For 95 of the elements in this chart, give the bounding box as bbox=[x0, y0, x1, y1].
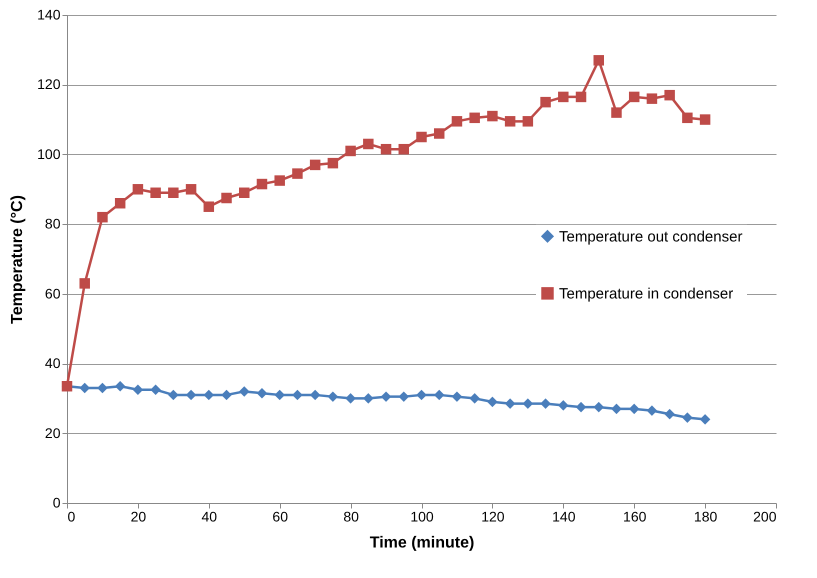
point bbox=[452, 116, 462, 127]
point bbox=[239, 188, 250, 198]
point bbox=[628, 92, 640, 102]
point bbox=[398, 144, 410, 154]
point bbox=[310, 390, 320, 400]
point bbox=[186, 184, 196, 195]
point bbox=[79, 278, 90, 289]
point bbox=[150, 384, 161, 395]
point bbox=[97, 212, 108, 222]
point bbox=[434, 128, 444, 139]
point bbox=[469, 112, 480, 124]
legend-label: Temperature out condenser bbox=[559, 228, 742, 246]
point bbox=[168, 188, 179, 198]
point bbox=[310, 160, 320, 170]
point bbox=[487, 110, 498, 122]
x-axis-title: Time (minute) bbox=[370, 534, 474, 552]
y-tick-label: 80 bbox=[44, 216, 61, 232]
point bbox=[114, 198, 126, 208]
point bbox=[682, 412, 693, 423]
y-tick-label: 100 bbox=[37, 146, 61, 162]
point bbox=[345, 146, 356, 156]
point bbox=[646, 405, 658, 416]
x-tick-label: 100 bbox=[410, 508, 434, 524]
x-tick-label: 20 bbox=[130, 508, 146, 524]
point bbox=[132, 184, 144, 195]
point bbox=[274, 175, 285, 186]
point bbox=[611, 404, 622, 414]
point bbox=[114, 380, 126, 392]
x-tick-label: 160 bbox=[623, 508, 647, 524]
x-tick-label: 140 bbox=[552, 508, 576, 524]
point bbox=[204, 390, 214, 400]
point bbox=[221, 192, 232, 204]
point bbox=[221, 390, 232, 400]
x-tick-label: 200 bbox=[753, 508, 777, 524]
point bbox=[380, 144, 392, 154]
x-tick-label: 0 bbox=[68, 508, 76, 524]
point bbox=[594, 55, 604, 66]
x-tick-label: 180 bbox=[694, 508, 718, 524]
point bbox=[628, 404, 640, 414]
point bbox=[186, 390, 196, 400]
point bbox=[132, 384, 144, 395]
point bbox=[150, 188, 161, 198]
point bbox=[380, 391, 392, 402]
point bbox=[416, 390, 427, 400]
point bbox=[328, 391, 338, 402]
point bbox=[256, 178, 268, 190]
point bbox=[328, 158, 338, 168]
y-axis-title: Temperature (°C) bbox=[9, 195, 26, 324]
point bbox=[504, 398, 516, 409]
point bbox=[363, 138, 374, 150]
point bbox=[274, 390, 285, 400]
y-tick-label: 60 bbox=[44, 285, 61, 302]
y-tick-label: 120 bbox=[37, 76, 61, 92]
point bbox=[576, 402, 586, 412]
point bbox=[204, 201, 214, 212]
point bbox=[646, 93, 658, 104]
point bbox=[256, 388, 268, 398]
point bbox=[452, 391, 462, 402]
x-tick-label: 120 bbox=[481, 508, 505, 524]
x-tick-label: 40 bbox=[202, 508, 218, 524]
point bbox=[664, 408, 675, 420]
point bbox=[540, 96, 551, 108]
point bbox=[79, 382, 90, 394]
point bbox=[469, 393, 480, 404]
point bbox=[540, 398, 551, 409]
point bbox=[558, 400, 569, 411]
point bbox=[239, 386, 250, 397]
y-tick-label: 140 bbox=[37, 6, 61, 22]
point bbox=[576, 92, 586, 102]
point bbox=[504, 116, 516, 127]
y-tick-label: 40 bbox=[44, 355, 61, 372]
point bbox=[558, 92, 569, 102]
point bbox=[487, 396, 498, 408]
x-tick-label: 80 bbox=[343, 508, 360, 524]
y-tick-label: 20 bbox=[44, 424, 61, 441]
point bbox=[363, 393, 374, 404]
point bbox=[416, 132, 427, 142]
point bbox=[292, 390, 303, 400]
point bbox=[700, 114, 710, 125]
point bbox=[97, 382, 108, 394]
point bbox=[398, 391, 410, 402]
y-tick-label: 0 bbox=[52, 494, 61, 510]
point bbox=[168, 390, 179, 400]
point bbox=[522, 116, 534, 127]
point bbox=[594, 402, 604, 412]
point bbox=[345, 393, 356, 404]
point bbox=[292, 168, 303, 179]
point bbox=[664, 90, 675, 100]
point bbox=[700, 414, 710, 425]
point bbox=[682, 112, 693, 124]
point bbox=[434, 390, 444, 400]
point bbox=[611, 107, 622, 118]
legend-label: Temperature in condenser bbox=[559, 285, 734, 302]
x-tick-label: 60 bbox=[272, 508, 288, 524]
point bbox=[522, 398, 534, 409]
